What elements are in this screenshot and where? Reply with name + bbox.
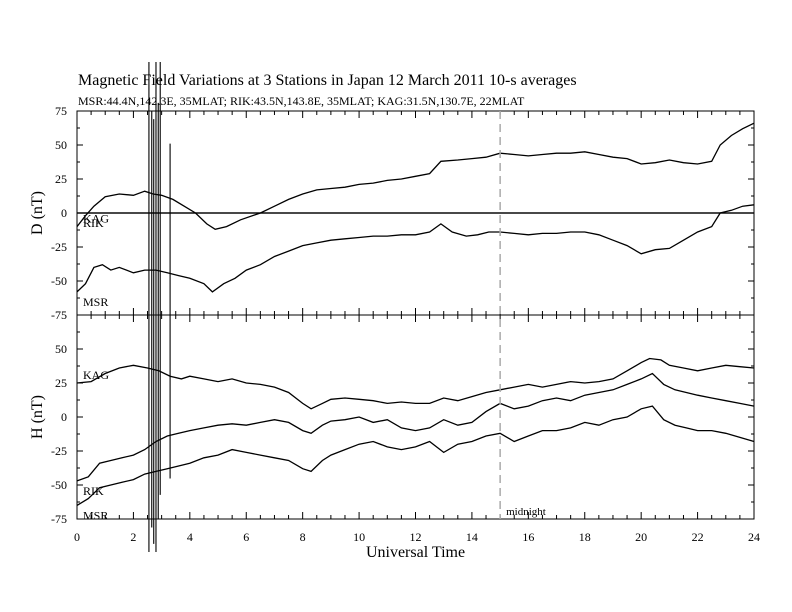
y-tick-label: 0 [61,206,67,220]
x-tick-label: 4 [187,530,193,544]
y-tick-label: 25 [55,172,67,186]
y-tick-label: -75 [51,512,67,526]
y-axis-label: D (nT) [29,191,46,235]
x-tick-label: 18 [579,530,591,544]
chart-title: Magnetic Field Variations at 3 Stations … [78,72,577,89]
x-tick-label: 22 [692,530,704,544]
series-line-kag [76,122,755,230]
x-tick-label: 6 [243,530,249,544]
series-label-kag: KAG [83,212,109,226]
series-line-rik [76,372,755,482]
x-tick-label: 10 [353,530,365,544]
series-label-msr: MSR [83,508,108,522]
x-axis-label: Universal Time [366,544,465,561]
x-tick-label: 14 [466,530,478,544]
y-tick-label: -75 [51,308,67,322]
y-tick-label: -25 [51,444,67,458]
y-axis-label: H (nT) [29,395,46,439]
y-tick-label: 75 [55,104,67,118]
x-tick-label: 16 [522,530,534,544]
x-tick-label: 24 [748,530,760,544]
series-line-msr [76,204,755,293]
y-tick-label: -50 [51,274,67,288]
series-line-kag [76,357,755,410]
series-label-rik: RIK [83,216,104,230]
x-tick-label: 8 [300,530,306,544]
series-line-msr [76,405,755,506]
x-tick-label: 2 [130,530,136,544]
y-tick-label: -25 [51,240,67,254]
x-tick-label: 12 [410,530,422,544]
series-label-rik: RIK [83,484,104,498]
x-tick-label: 0 [74,530,80,544]
panel-frame [76,314,755,520]
series-label-msr: MSR [83,295,108,309]
y-tick-label: 50 [55,138,67,152]
y-tick-label: -50 [51,478,67,492]
y-tick-label: 50 [55,342,67,356]
series-label-kag: KAG [83,368,109,382]
y-tick-label: 25 [55,376,67,390]
x-tick-label: 20 [635,530,647,544]
y-tick-label: 0 [61,410,67,424]
midnight-label: midnight [506,506,546,518]
chart-subtitle: MSR:44.4N,142.3E, 35MLAT; RIK:43.5N,143.… [78,94,525,108]
